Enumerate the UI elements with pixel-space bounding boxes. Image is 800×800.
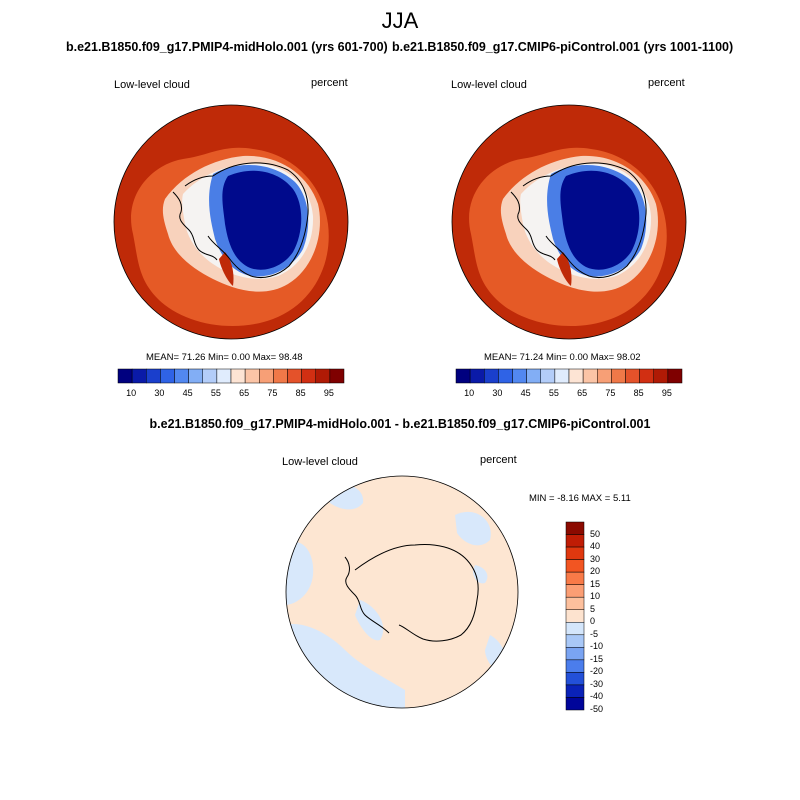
colorbar-tick-label: 5 — [590, 603, 596, 614]
colorbar-swatch — [565, 571, 585, 585]
colorbar-right — [455, 368, 683, 384]
colorbar-swatch — [565, 559, 585, 573]
colorbar-tick-label: 30 — [154, 388, 165, 398]
colorbar-swatch — [667, 368, 683, 384]
colorbar-swatch — [653, 368, 669, 384]
colorbar-tick-label: 45 — [520, 388, 531, 398]
colorbar-tick-label: 40 — [590, 541, 601, 552]
colorbar-tick-label: -30 — [590, 678, 604, 689]
colorbar-swatch — [565, 647, 585, 661]
panel-right-run-title: b.e21.B1850.f09_g17.CMIP6-piControl.001 … — [392, 40, 734, 54]
colorbar-swatch — [174, 368, 189, 384]
colorbar-tick-label: -40 — [590, 691, 604, 702]
colorbar-swatch — [512, 368, 527, 384]
colorbar-swatch — [469, 368, 485, 384]
colorbar-swatch — [117, 368, 133, 384]
colorbar-swatch — [565, 596, 585, 610]
colorbar-swatch — [565, 659, 585, 673]
colorbar-tick-label: -5 — [590, 628, 599, 639]
colorbar-swatch — [582, 368, 598, 384]
colorbar-tick-label: 85 — [633, 388, 644, 398]
colorbar-swatch — [498, 368, 513, 384]
colorbar-swatch — [301, 368, 316, 384]
colorbar-tick-label: -20 — [590, 666, 604, 677]
colorbar-tick-label: 10 — [464, 388, 475, 398]
colorbar-swatch — [484, 368, 499, 384]
colorbar-tick-label: 50 — [590, 528, 601, 539]
colorbar-tick-label: 55 — [210, 388, 221, 398]
colorbar-swatch — [565, 684, 585, 698]
colorbar-swatch — [565, 609, 585, 623]
panel-left-variable-label: Low-level cloud — [114, 79, 190, 91]
colorbar-swatch — [329, 368, 345, 384]
colorbar-swatch — [611, 368, 626, 384]
colorbar-swatch — [230, 368, 246, 384]
colorbar-left — [117, 368, 345, 384]
colorbar-tick-label: 10 — [126, 388, 137, 398]
colorbar-swatch — [565, 534, 585, 548]
colorbar-tick-label: 75 — [267, 388, 278, 398]
colorbar-swatch — [540, 368, 556, 384]
colorbar-swatch — [565, 622, 585, 636]
colorbar-tick-label: 15 — [590, 578, 601, 589]
colorbar-swatch — [259, 368, 274, 384]
colorbar-swatch — [287, 368, 302, 384]
colorbar-swatch — [146, 368, 161, 384]
colorbar-swatch — [216, 368, 232, 384]
colorbar-swatch — [565, 546, 585, 560]
colorbar-swatch — [639, 368, 654, 384]
colorbar-swatch — [526, 368, 541, 384]
colorbar-tick-label: 0 — [590, 616, 596, 627]
colorbar-tick-label: -10 — [590, 641, 604, 652]
colorbar-tick-label: 55 — [548, 388, 559, 398]
colorbar-swatch — [131, 368, 147, 384]
colorbar-tick-label: 95 — [323, 388, 334, 398]
colorbar-tick-label: 95 — [661, 388, 672, 398]
colorbar-tick-label: -50 — [590, 704, 604, 714]
colorbar-swatch — [565, 634, 585, 648]
difference-variable-label: Low-level cloud — [282, 456, 358, 468]
season-title: JJA — [381, 8, 419, 33]
colorbar-difference — [565, 521, 585, 711]
colorbar-tick-label: 30 — [492, 388, 503, 398]
colorbar-tick-label: 65 — [577, 388, 588, 398]
map-difference — [285, 475, 519, 709]
panel-left-stats: MEAN= 71.26 Min= 0.00 Max= 98.48 — [146, 352, 303, 363]
difference-title: b.e21.B1850.f09_g17.PMIP4-midHolo.001 - … — [149, 417, 651, 431]
colorbar-tick-label: 30 — [590, 553, 601, 564]
colorbar-tick-label: 85 — [295, 388, 306, 398]
difference-units-label: percent — [480, 454, 517, 466]
colorbar-tick-label: 65 — [239, 388, 250, 398]
colorbar-tick-label: 45 — [182, 388, 193, 398]
panel-right-variable-label: Low-level cloud — [451, 79, 527, 91]
colorbar-swatch — [554, 368, 570, 384]
colorbar-swatch — [568, 368, 584, 384]
colorbar-swatch — [315, 368, 331, 384]
colorbar-swatch — [597, 368, 612, 384]
colorbar-swatch — [625, 368, 640, 384]
colorbar-swatch — [160, 368, 175, 384]
colorbar-tick-label: 20 — [590, 566, 601, 577]
panel-right-units-label: percent — [648, 77, 685, 89]
difference-stats: MIN = -8.16 MAX = 5.11 — [529, 493, 631, 504]
colorbar-swatch — [244, 368, 260, 384]
colorbar-tick-label: 10 — [590, 591, 601, 602]
colorbar-swatch — [202, 368, 218, 384]
colorbar-swatch — [565, 521, 585, 535]
map-left — [113, 104, 349, 340]
panel-left-run-title: b.e21.B1850.f09_g17.PMIP4-midHolo.001 (y… — [66, 40, 388, 54]
panel-left-units-label: percent — [311, 77, 348, 89]
colorbar-swatch — [565, 672, 585, 686]
colorbar-swatch — [565, 584, 585, 598]
colorbar-swatch — [188, 368, 203, 384]
colorbar-tick-label: 75 — [605, 388, 616, 398]
map-right — [451, 104, 687, 340]
colorbar-swatch — [273, 368, 288, 384]
colorbar-tick-label: -15 — [590, 653, 604, 664]
panel-right-stats: MEAN= 71.24 Min= 0.00 Max= 98.02 — [484, 352, 641, 363]
colorbar-swatch — [455, 368, 471, 384]
colorbar-swatch — [565, 697, 585, 711]
